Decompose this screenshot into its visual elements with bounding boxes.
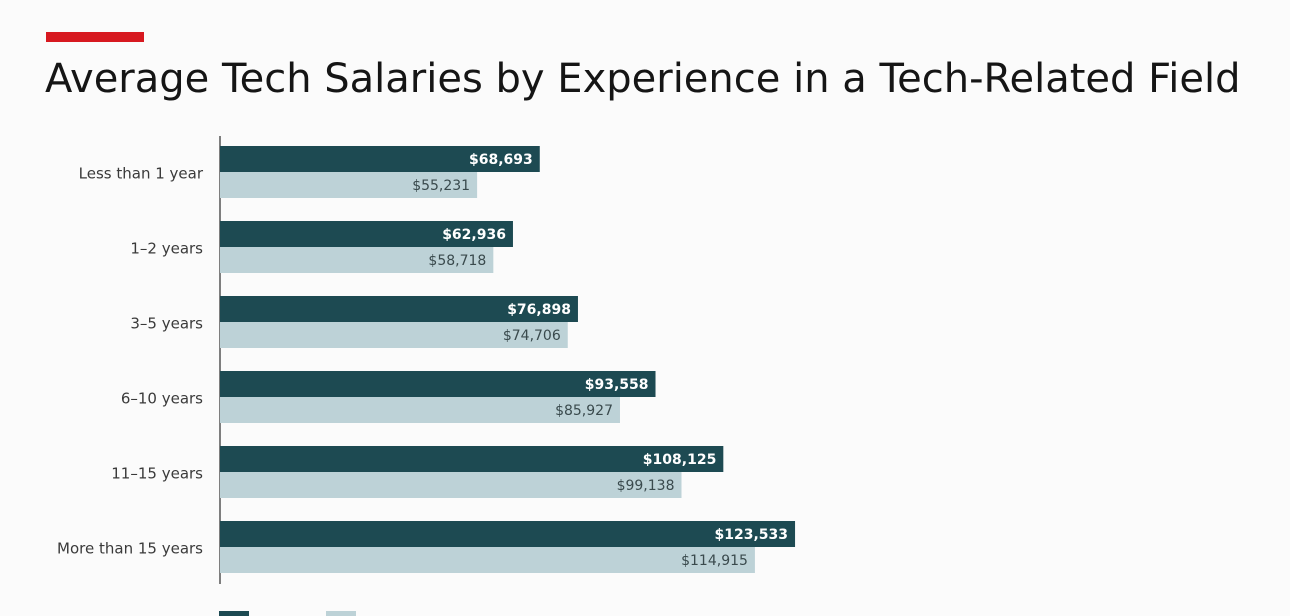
- category-label: 11–15 years: [111, 465, 203, 483]
- data-label: $62,936: [442, 227, 506, 243]
- legend-swatch-series-2: [326, 611, 356, 616]
- title-accent-bar: [46, 32, 144, 42]
- bar-series-2: [220, 472, 682, 498]
- bar-series-1: [220, 146, 540, 172]
- bar-series-1: [220, 521, 796, 547]
- bar-series-1: [220, 371, 656, 397]
- bar-series-2: [220, 247, 494, 273]
- data-label: $123,533: [715, 527, 789, 543]
- data-label: $93,558: [585, 377, 649, 393]
- data-label: $58,718: [428, 253, 486, 269]
- bar-series-1: [220, 446, 724, 472]
- data-label: $99,138: [617, 478, 675, 494]
- bar-series-1: [220, 296, 578, 322]
- category-label: More than 15 years: [57, 540, 203, 558]
- bar-series-2: [220, 172, 478, 198]
- bar-series-2: [220, 397, 620, 423]
- data-label: $108,125: [643, 452, 717, 468]
- data-label: $85,927: [555, 403, 613, 419]
- data-label: $76,898: [507, 302, 571, 318]
- category-label: 1–2 years: [130, 240, 203, 258]
- category-label: 3–5 years: [130, 315, 203, 333]
- data-label: $55,231: [412, 178, 470, 194]
- data-label: $68,693: [469, 152, 533, 168]
- bar-series-1: [220, 221, 513, 247]
- chart-title: Average Tech Salaries by Experience in a…: [45, 56, 1241, 102]
- data-label: $114,915: [681, 553, 748, 569]
- data-label: $74,706: [503, 328, 561, 344]
- category-label: 6–10 years: [121, 390, 203, 408]
- bar-series-2: [220, 547, 755, 573]
- legend-swatch-series-1: [219, 611, 249, 616]
- bar-series-2: [220, 322, 568, 348]
- category-label: Less than 1 year: [79, 165, 204, 183]
